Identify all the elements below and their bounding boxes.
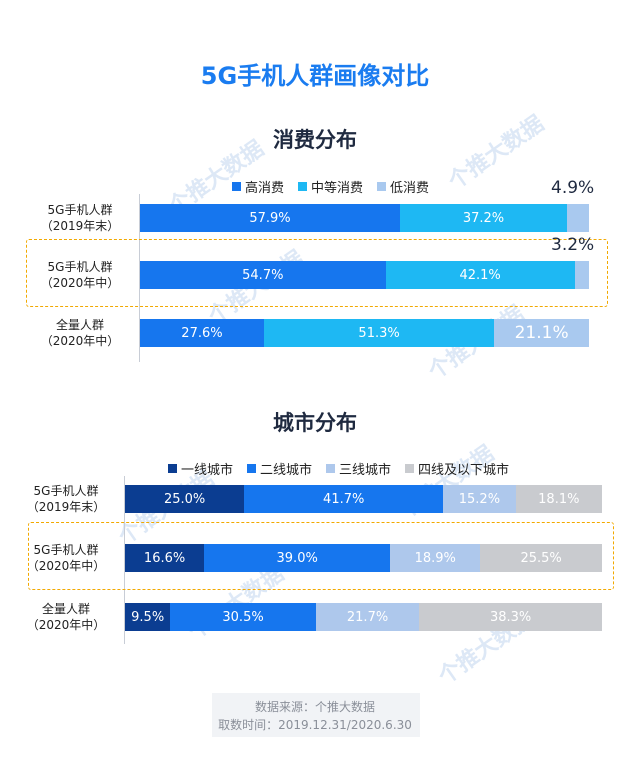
bar-segment: 39.0% — [204, 544, 391, 572]
category-label: 5G手机人群 （2020年中） — [26, 543, 106, 573]
bar-segment: 27.6% — [140, 319, 264, 347]
bar-row: 16.6% 39.0% 18.9% 25.5% — [125, 544, 602, 572]
legend-label: 一线城市 — [181, 463, 234, 478]
legend-city: 一线城市 二线城市 三线城市 四线及以下城市 — [168, 459, 523, 478]
legend-label: 四线及以下城市 — [418, 463, 510, 478]
category-label: 全量人群 （2020年中） — [26, 602, 106, 632]
legend-label: 中等消费 — [311, 181, 364, 196]
legend-consumption: 高消费 中等消费 低消费 — [232, 177, 443, 196]
data-label: 3.2% — [551, 235, 595, 255]
data-label: 9.5% — [131, 609, 165, 625]
data-label: 15.2% — [458, 491, 501, 507]
data-label: 39.0% — [276, 550, 318, 566]
data-label: 25.0% — [163, 491, 206, 507]
legend-swatch — [298, 182, 308, 191]
bar-segment: 57.9% — [140, 204, 400, 232]
bar-segment: 51.3% — [263, 319, 495, 347]
bar-segment: 18.1% — [515, 485, 602, 513]
data-label: 54.7% — [242, 267, 284, 283]
axis-line-consumption — [139, 194, 140, 362]
footer-background — [212, 693, 420, 737]
bar-segment — [574, 261, 589, 289]
data-label: 37.2% — [462, 210, 505, 226]
legend-item: 高消费 — [232, 177, 284, 196]
legend-swatch — [247, 464, 257, 473]
bar-row: 25.0% 41.7% 15.2% 18.1% — [125, 485, 602, 513]
legend-swatch — [405, 464, 415, 473]
chart-title-city: 城市分布 — [273, 411, 357, 435]
legend-item: 一线城市 — [168, 459, 233, 478]
legend-item: 二线城市 — [247, 459, 312, 478]
data-label: 30.5% — [222, 609, 264, 625]
bar-segment: 21.7% — [315, 603, 420, 631]
legend-item: 低消费 — [377, 177, 429, 196]
legend-label: 二线城市 — [260, 463, 313, 478]
legend-label: 高消费 — [245, 181, 285, 196]
category-label: 5G手机人群 （2019年末） — [40, 203, 120, 233]
legend-swatch — [377, 182, 387, 191]
bar-segment: 42.1% — [385, 261, 575, 289]
bar-row: 9.5% 30.5% 21.7% 38.3% — [125, 603, 602, 631]
legend-item: 四线及以下城市 — [405, 459, 509, 478]
category-label: 5G手机人群 （2019年末） — [26, 484, 106, 514]
chart-title-consumption: 消费分布 — [273, 128, 357, 152]
bar-row: 57.9% 37.2% — [140, 204, 589, 232]
data-label: 41.7% — [323, 491, 365, 507]
bar-segment: 16.6% — [125, 544, 205, 572]
data-label: 21.1% — [514, 323, 569, 343]
data-label: 16.6% — [143, 550, 186, 566]
legend-swatch — [232, 182, 241, 191]
legend-swatch — [326, 464, 336, 473]
bar-segment: 54.7% — [140, 261, 386, 289]
data-label: 25.5% — [520, 550, 562, 566]
data-label: 21.7% — [346, 609, 389, 625]
legend-item: 三线城市 — [326, 459, 391, 478]
data-label: 18.1% — [538, 491, 580, 507]
data-label: 18.9% — [414, 550, 456, 566]
bar-segment: 30.5% — [170, 603, 316, 631]
data-label: 42.1% — [459, 267, 501, 283]
bar-row: 54.7% 42.1% — [140, 261, 589, 289]
bar-segment: 9.5% — [125, 603, 171, 631]
highlight-box-city — [28, 522, 614, 590]
bar-segment: 37.2% — [399, 204, 567, 232]
highlight-box-consumption — [26, 239, 608, 307]
data-label: 51.3% — [358, 325, 400, 341]
bar-segment: 41.7% — [244, 485, 444, 513]
footer-source: 数据来源：个推大数据 — [254, 700, 375, 714]
category-label: 5G手机人群 （2020年中） — [40, 260, 120, 290]
footer-period: 取数时间：2019.12.31/2020.6.30 — [218, 718, 412, 732]
bar-segment: 15.2% — [443, 485, 516, 513]
bar-row: 27.6% 51.3% 21.1% — [140, 319, 589, 347]
legend-label: 三线城市 — [339, 463, 392, 478]
axis-line-city — [124, 476, 125, 644]
legend-item: 中等消费 — [298, 177, 363, 196]
data-label: 4.9% — [551, 178, 595, 198]
data-label: 38.3% — [489, 609, 532, 625]
bar-segment: 25.5% — [480, 544, 602, 572]
bar-segment: 21.1% — [494, 319, 589, 347]
page-title: 5G手机人群画像对比 — [200, 62, 430, 90]
legend-swatch — [168, 464, 177, 473]
bar-segment: 18.9% — [390, 544, 481, 572]
data-label: 57.9% — [249, 210, 291, 226]
category-label: 全量人群 （2020年中） — [40, 318, 120, 348]
bar-segment: 38.3% — [419, 603, 602, 631]
data-label: 27.6% — [181, 325, 223, 341]
legend-label: 低消费 — [390, 181, 430, 196]
bar-segment — [566, 204, 589, 232]
bar-segment: 25.0% — [125, 485, 245, 513]
